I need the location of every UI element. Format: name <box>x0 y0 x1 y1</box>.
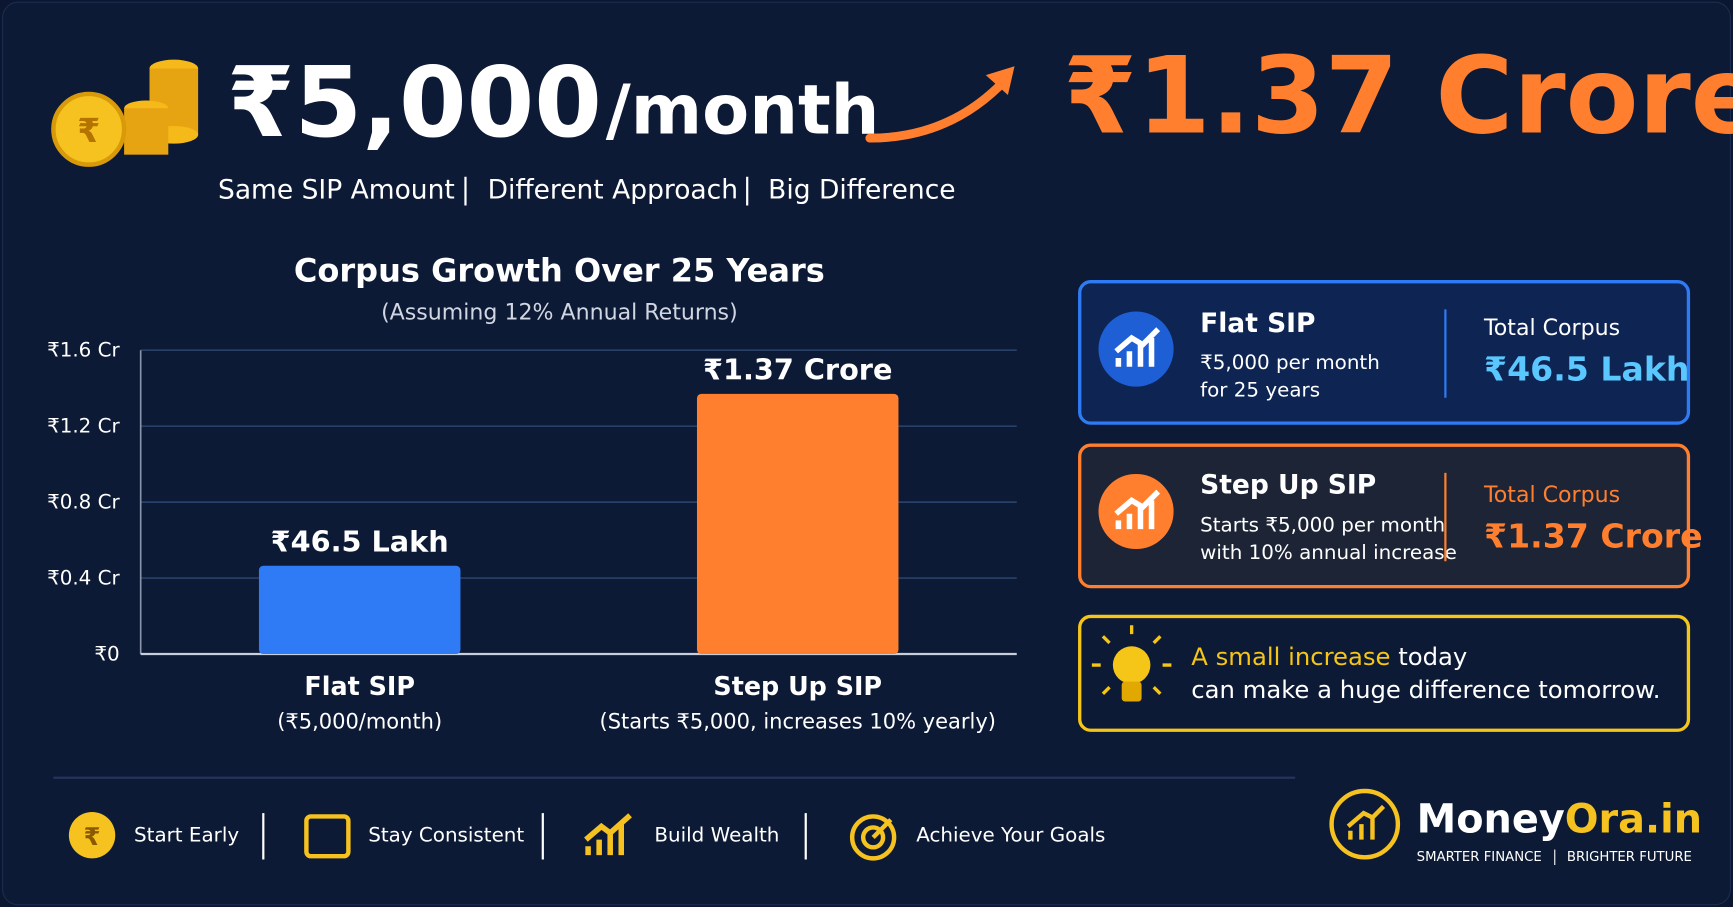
tip-box <box>1078 614 1691 732</box>
result: ₹1.37 Crore <box>1063 36 1733 159</box>
card-title: Flat SIP <box>1200 308 1315 339</box>
x-tick-note: (Starts ₹5,000, increases 10% yearly) <box>600 709 996 733</box>
arrow <box>865 75 1011 143</box>
svg-text:₹: ₹ <box>77 111 100 150</box>
brand-first: Money <box>1417 797 1565 843</box>
chart-title: Corpus Growth Over 25 Years <box>294 252 825 290</box>
chart-subtitle: (Assuming 12% Annual Returns) <box>381 300 738 326</box>
calendar-icon <box>304 814 351 859</box>
x-tick-label: Flat SIP <box>304 671 415 701</box>
chart-icon <box>1114 489 1161 530</box>
value-label: ₹1.37 Crore <box>703 353 892 387</box>
card-line: with 10% annual increase <box>1200 541 1457 564</box>
chart-icon <box>1114 327 1161 367</box>
tip-text: today <box>1390 642 1467 671</box>
tip-line: A small increase today <box>1191 642 1467 671</box>
brand-tagline: BRIGHTER FUTURE <box>1567 850 1692 865</box>
target-icon <box>849 814 897 861</box>
y-tick-label: ₹0.4 Cr <box>47 567 120 590</box>
card-line: Starts ₹5,000 per month <box>1200 513 1445 536</box>
tagline: Different Approach <box>488 175 738 206</box>
value-label: ₹46.5 Lakh <box>271 524 449 558</box>
y-tick-label: ₹0.8 Cr <box>47 491 120 514</box>
tip-line: can make a huge difference tomorrow. <box>1191 675 1660 704</box>
corpus-value: ₹1.37 Crore <box>1484 516 1703 555</box>
growth-icon <box>584 813 632 856</box>
card-line: ₹5,000 per month <box>1200 351 1380 374</box>
arrow-head <box>985 66 1015 96</box>
x-tick-label: Step Up SIP <box>713 671 882 701</box>
coin-icon: ₹ <box>51 59 199 167</box>
bar <box>258 565 461 655</box>
card <box>1078 280 1691 425</box>
corpus-label: Total Corpus <box>1483 482 1620 508</box>
brand-tagline: SMARTER FINANCE <box>1417 850 1542 865</box>
x-tick-note: (₹5,000/month) <box>277 709 442 733</box>
tip-highlight: A small increase <box>1191 642 1390 671</box>
card-line: for 25 years <box>1200 378 1320 401</box>
card-title: Step Up SIP <box>1200 469 1376 500</box>
rupee-icon <box>68 811 116 859</box>
y-tick-label: ₹1.2 Cr <box>47 415 120 438</box>
corpus-value: ₹46.5 Lakh <box>1484 349 1689 388</box>
card-icon <box>1098 473 1174 550</box>
bar <box>696 393 899 655</box>
card <box>1078 443 1691 589</box>
period: /month <box>606 70 880 150</box>
tagline: Big Difference <box>768 175 955 206</box>
amount: ₹5,000 <box>227 46 602 159</box>
brand: MoneyOra.in <box>1417 797 1702 843</box>
y-tick-label: ₹1.6 Cr <box>47 339 120 362</box>
card-icon <box>1098 311 1174 387</box>
footer-item: Build Wealth <box>654 824 779 847</box>
footer-item: Achieve Your Goals <box>916 824 1105 847</box>
logo-icon <box>1329 788 1401 860</box>
logo-mark <box>1346 804 1386 840</box>
rupee-glyph: ₹ <box>84 822 101 851</box>
brand-second: Ora.in <box>1565 797 1702 843</box>
footer-item: Stay Consistent <box>368 824 524 847</box>
footer-item: Start Early <box>134 824 239 847</box>
tagline: Same SIP Amount <box>218 175 455 206</box>
corpus-label: Total Corpus <box>1483 315 1620 341</box>
y-tick-label: ₹0 <box>94 643 119 666</box>
bulb-icon <box>1091 625 1172 702</box>
